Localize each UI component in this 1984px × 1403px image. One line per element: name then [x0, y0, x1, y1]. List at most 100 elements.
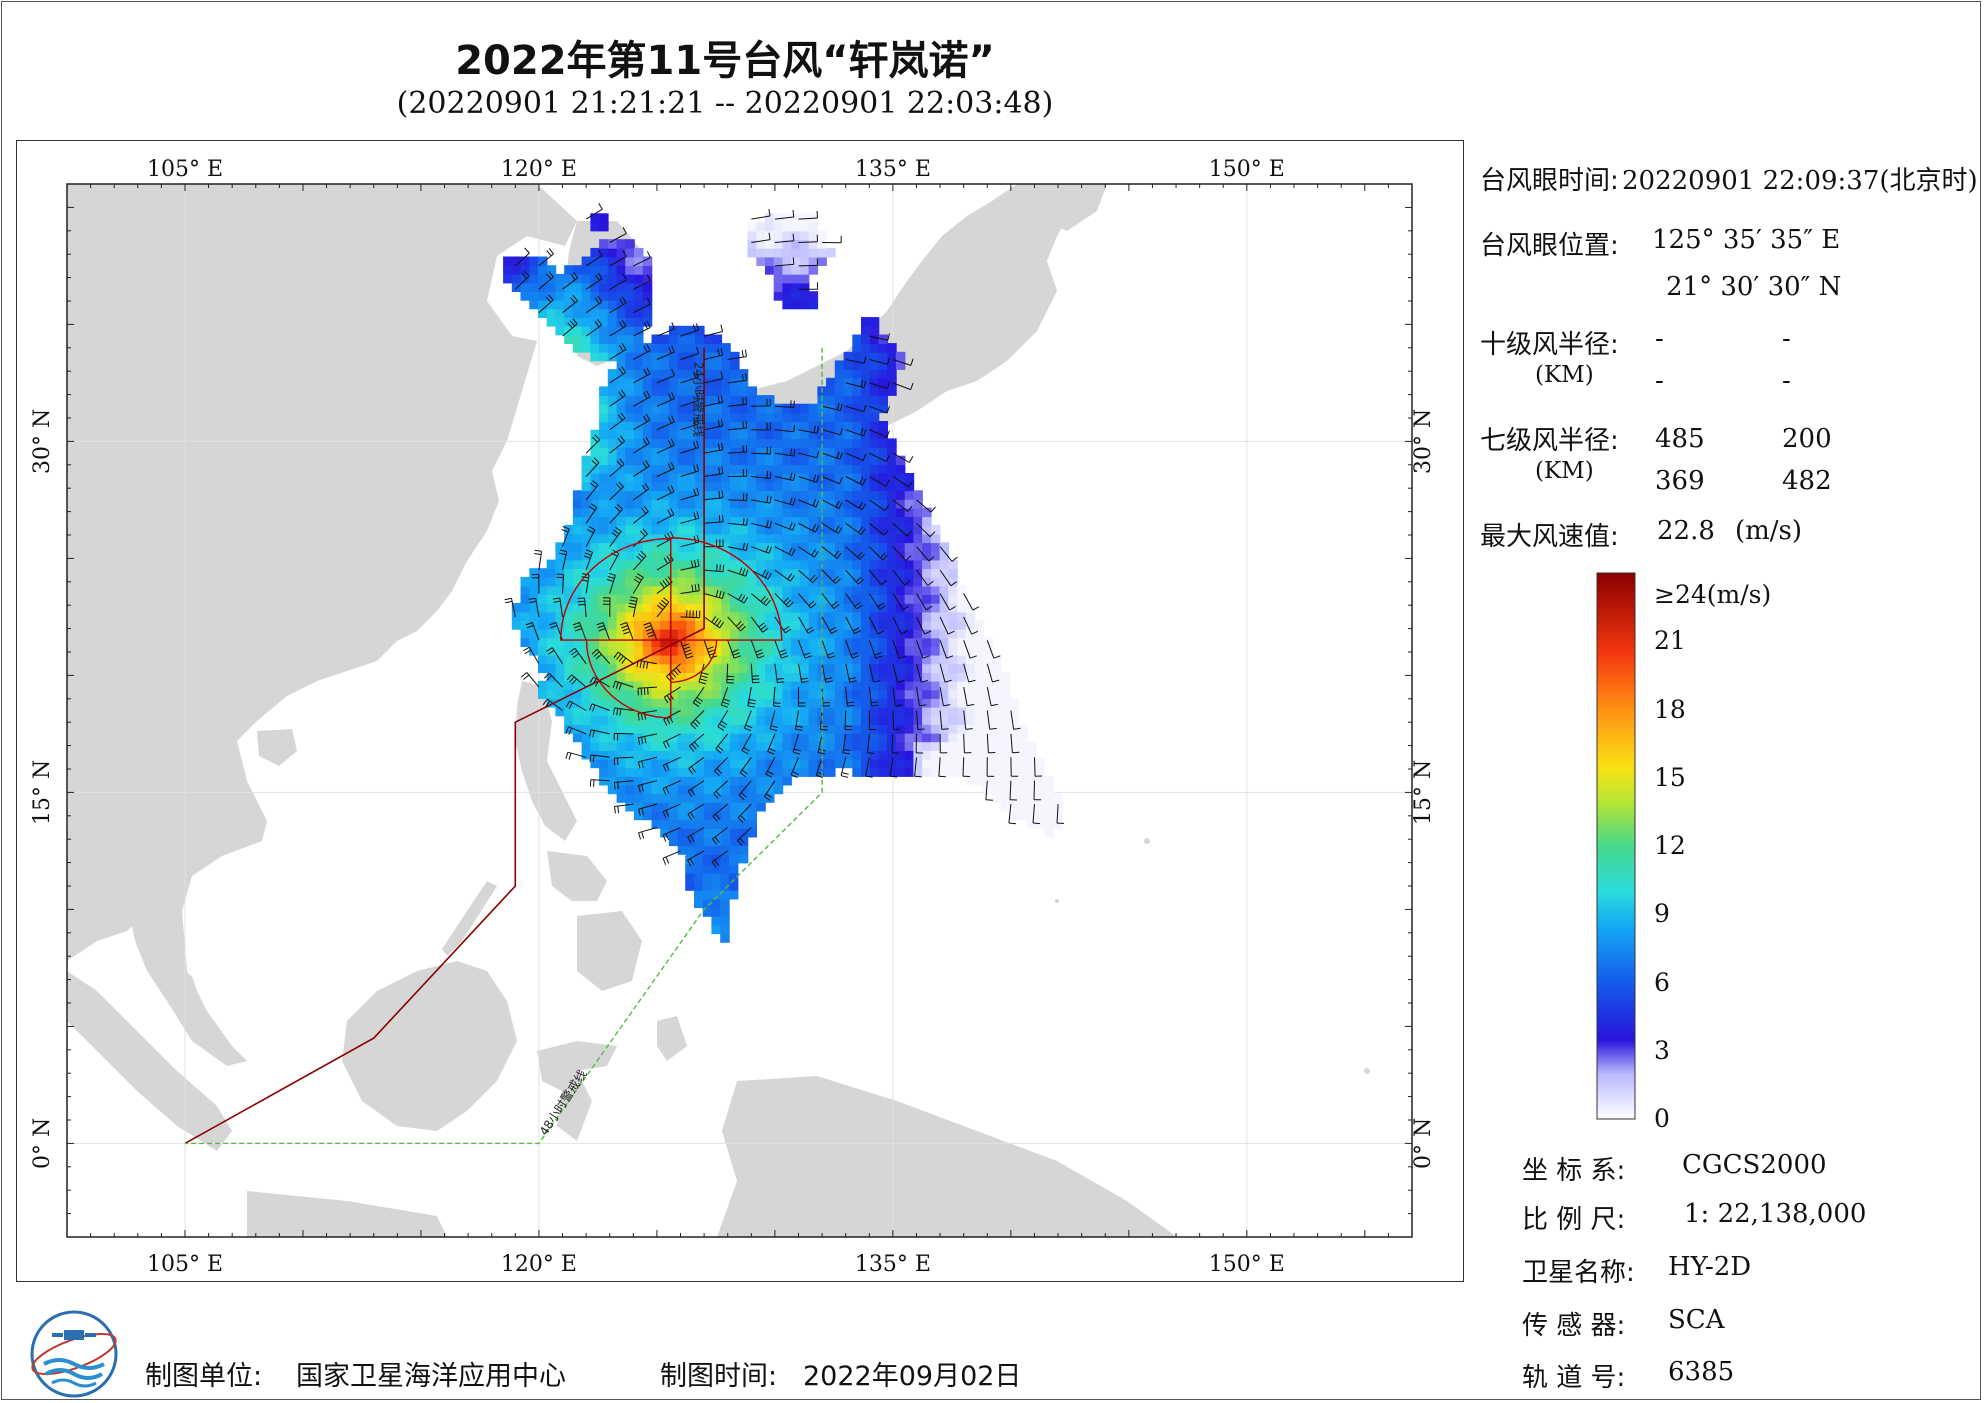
wind-barb-tick: [617, 437, 623, 444]
colorbar-band: [1597, 1096, 1635, 1098]
colorbar-band: [1597, 861, 1635, 863]
wind-cell: [738, 602, 749, 613]
wind-barb-tick: [711, 616, 717, 623]
wind-cell: [730, 706, 740, 717]
wind-cell: [765, 576, 775, 587]
wind-cell: [747, 802, 757, 812]
wind-cell: [948, 628, 958, 639]
wind-barb: [774, 663, 778, 683]
wind-barb-tick: [820, 728, 828, 731]
wind-barb-tick: [613, 529, 620, 535]
wind-barb-tick: [687, 836, 692, 844]
wind-cell: [703, 568, 714, 578]
wind-cell: [695, 758, 705, 769]
right-lat-label: 15° N: [1411, 760, 1436, 825]
colorbar-top-label: ≥24(m/s): [1654, 580, 1772, 609]
wind-cell: [738, 758, 749, 769]
wind-cell: [756, 715, 766, 725]
wind-cell: [702, 898, 713, 909]
wind-cell: [834, 403, 845, 414]
wind-barb: [633, 373, 651, 384]
colorbar-band: [1597, 694, 1635, 696]
wind-cell: [599, 351, 609, 362]
wind-cell: [791, 256, 801, 266]
wind-barb: [892, 522, 908, 537]
wind-cell: [660, 828, 670, 838]
wind-cell: [520, 585, 530, 595]
wind-cell: [887, 550, 897, 561]
wind-cell: [834, 369, 845, 379]
wind-barb-tick: [583, 555, 591, 559]
colorbar-band: [1597, 900, 1635, 902]
wind-cell: [895, 654, 906, 665]
wind-cell: [686, 559, 696, 570]
wind-cell: [791, 663, 801, 673]
wind-cell: [555, 602, 565, 613]
wind-cell: [738, 369, 749, 379]
colorbar-band: [1597, 649, 1635, 651]
wind-cell: [538, 585, 548, 595]
wind-cell: [747, 689, 757, 699]
wind-barb-tick: [871, 704, 879, 707]
wind-cell: [546, 611, 557, 621]
wind-cell: [677, 490, 688, 500]
wind-cell: [685, 872, 695, 883]
wind-cell: [616, 481, 627, 492]
wind-cell: [607, 620, 618, 630]
colorbar-band: [1597, 1087, 1635, 1089]
wind-cell: [607, 507, 618, 518]
wind-barb: [916, 593, 927, 611]
wind-cell: [887, 663, 897, 673]
colorbar-band: [1597, 634, 1635, 636]
wind-barb-tick: [504, 597, 512, 601]
wind-cell: [773, 663, 784, 673]
wind-cell: [634, 750, 644, 760]
colorbar-band: [1597, 792, 1635, 794]
wind-cell: [599, 481, 609, 492]
wind-cell: [590, 628, 600, 639]
wind-cell: [869, 689, 880, 699]
scale-label: 比 例 尺:: [1522, 1205, 1626, 1235]
wind-cell: [616, 291, 627, 301]
wind-cell: [599, 524, 609, 535]
wind-cell: [747, 750, 757, 760]
land-java: [247, 1191, 447, 1237]
wind-cell: [869, 750, 880, 760]
wind-cell: [1000, 750, 1011, 760]
wind-cell: [642, 308, 653, 318]
colorbar-band: [1597, 663, 1635, 665]
wind-cell: [756, 256, 766, 266]
wind-barb-tick: [671, 392, 675, 399]
wind-cell: [878, 706, 888, 717]
wind-barb-tick: [575, 628, 582, 632]
wind-cell: [590, 524, 600, 535]
wind-cell: [765, 265, 775, 275]
wind-cell: [730, 724, 740, 734]
wind-cell: [773, 282, 784, 292]
wind-cell: [782, 758, 792, 769]
wind-cell: [529, 568, 539, 578]
wind-cell: [625, 299, 635, 310]
wind-cell: [791, 689, 801, 699]
wind-cell: [642, 438, 653, 448]
colorbar-band: [1597, 605, 1635, 607]
wind-cell: [668, 784, 679, 795]
wind-barb-tick: [741, 373, 744, 381]
wind-barb-tick: [714, 836, 720, 843]
wind-cell: [852, 628, 862, 639]
wind-barb-tick: [993, 655, 1001, 659]
wind-cell: [555, 542, 565, 552]
wind-cell: [939, 680, 950, 691]
wind-cell: [765, 412, 775, 422]
wind-map[interactable]: 24小时警戒线 48小时警戒线 105° E 120° E 135° E 150° E…: [17, 141, 1463, 1281]
wind-cell: [878, 758, 888, 769]
wind-cell: [799, 542, 810, 552]
wind-cell: [728, 864, 739, 874]
wind-barb-tick: [642, 528, 648, 535]
colorbar-band: [1597, 786, 1635, 788]
wind-cell: [677, 750, 688, 760]
wind-cell: [581, 464, 592, 474]
wind-barb-tick: [713, 618, 719, 625]
wind-barb-tick: [887, 357, 890, 365]
wind-cell: [895, 559, 906, 570]
